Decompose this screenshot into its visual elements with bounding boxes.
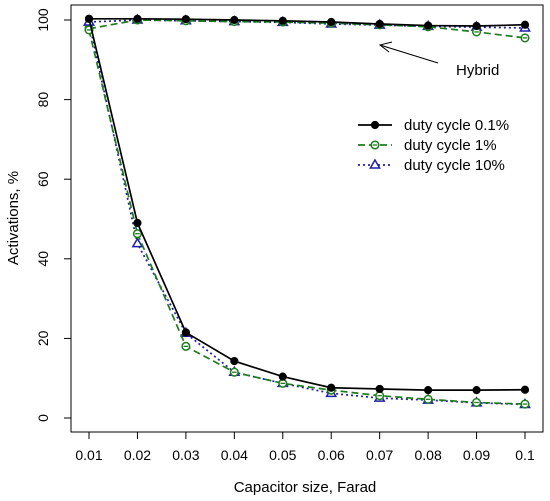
point-marker: [375, 391, 385, 401]
point-marker: [278, 16, 287, 25]
point-marker: [132, 229, 142, 239]
point-marker: [131, 237, 144, 248]
x-tick-label: 0.09: [463, 447, 490, 463]
series-layer: [83, 13, 531, 409]
point-marker: [520, 385, 530, 394]
y-tick-label: 80: [35, 92, 51, 108]
plot-frame: [70, 4, 544, 433]
x-tick-label: 0.01: [75, 447, 102, 463]
point-marker: [375, 384, 384, 394]
legend: duty cycle 0.1% duty cycle 1% duty cycle 1…: [358, 117, 509, 174]
point-marker: [472, 21, 481, 31]
y-tick-label: 20: [35, 330, 51, 346]
point-marker: [181, 341, 191, 351]
series-upper: [84, 15, 530, 43]
y-tick-label: 40: [35, 251, 51, 267]
legend-item: duty cycle 0.1%: [358, 117, 509, 134]
point-marker: [230, 356, 239, 366]
point-marker: [229, 367, 239, 377]
point-marker: [472, 386, 481, 395]
annotation-arrow-head: [378, 41, 393, 53]
point-marker: [278, 378, 288, 388]
legend-label: duty cycle 1%: [404, 137, 497, 154]
hybrid-annotation: Hybrid: [378, 41, 499, 79]
point-marker: [369, 158, 381, 169]
legend-item: duty cycle 10%: [358, 157, 505, 174]
y-tick-label: 0: [35, 414, 51, 422]
point-marker: [520, 33, 530, 43]
point-marker: [278, 372, 287, 381]
annotation-arrow-shaft: [379, 44, 439, 64]
legend-label: duty cycle 0.1%: [404, 117, 509, 134]
point-marker: [370, 120, 380, 130]
series-upper: [83, 13, 531, 32]
series-lower: [84, 14, 530, 395]
x-tick-label: 0.04: [221, 447, 248, 463]
series-line: [88, 18, 526, 391]
series-upper: [84, 14, 530, 31]
axis-ticks: 0.01 0.02 0.03 0.04 0.05 0.06 0.07 0.08 0.09 0.1 0…: [35, 8, 535, 463]
point-marker: [327, 17, 336, 27]
x-tick-label: 0.08: [414, 447, 441, 463]
point-marker: [327, 383, 336, 392]
point-marker: [370, 140, 380, 150]
point-marker: [424, 386, 433, 395]
x-tick-label: 0.02: [124, 447, 151, 463]
point-marker: [520, 399, 530, 409]
x-tick-label: 0.1: [515, 447, 535, 463]
x-tick-label: 0.07: [366, 447, 393, 463]
point-marker: [520, 20, 530, 29]
series-line: [89, 17, 526, 27]
series-lower: [84, 25, 530, 409]
point-marker: [424, 21, 433, 30]
y-tick-label: 60: [35, 171, 51, 187]
point-marker: [133, 218, 142, 228]
point-marker: [375, 19, 384, 29]
point-marker: [230, 15, 239, 25]
x-tick-label: 0.05: [269, 447, 296, 463]
point-marker: [472, 397, 482, 408]
y-tick-label: 100: [35, 8, 51, 32]
x-axis-title: Capacitor size, Farad: [234, 479, 377, 496]
series-line: [88, 19, 526, 39]
x-tick-label: 0.03: [172, 447, 199, 463]
annotation-label: Hybrid: [456, 62, 499, 79]
point-marker: [84, 14, 94, 23]
series-line: [88, 21, 526, 406]
series-line: [88, 29, 526, 405]
point-marker: [181, 328, 190, 337]
legend-item: duty cycle 1%: [358, 137, 497, 154]
point-marker: [423, 394, 433, 404]
y-axis-title: Activations, %: [5, 171, 22, 265]
legend-label: duty cycle 10%: [404, 157, 505, 174]
point-marker: [133, 14, 142, 23]
x-tick-label: 0.06: [318, 447, 345, 463]
point-marker: [181, 15, 190, 24]
